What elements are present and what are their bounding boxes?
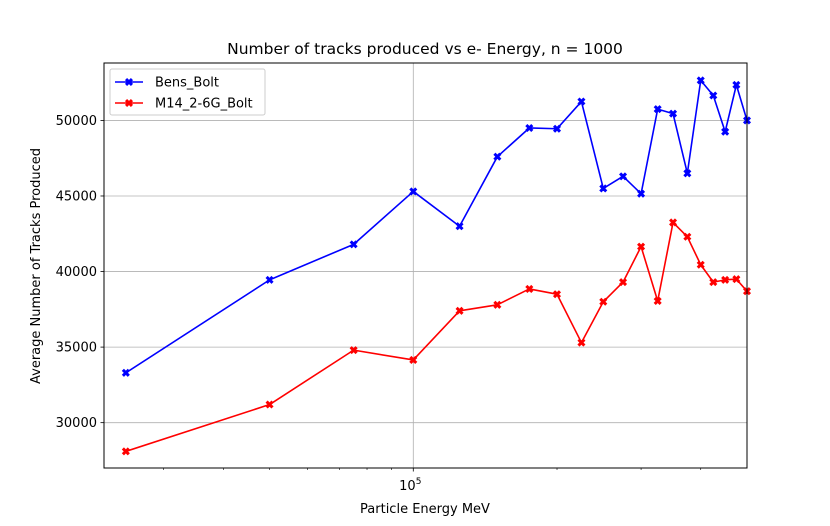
data-point <box>683 232 692 241</box>
y-tick-label: 50000 <box>56 114 97 129</box>
data-point <box>121 447 130 456</box>
data-point <box>709 278 718 287</box>
data-point <box>619 172 628 181</box>
data-point <box>683 169 692 178</box>
data-point <box>709 91 718 100</box>
data-point <box>653 296 662 306</box>
data-point <box>637 189 646 198</box>
data-point <box>455 306 464 315</box>
data-point <box>265 275 274 284</box>
chart-title: Number of tracks produced vs e- Energy, … <box>227 40 623 58</box>
series-group <box>121 76 752 456</box>
legend-label: M14_2-6G_Bolt <box>155 97 253 112</box>
y-tick-label: 35000 <box>56 341 97 356</box>
y-tick-label: 30000 <box>56 416 97 431</box>
data-point <box>669 109 678 118</box>
data-point <box>409 187 418 196</box>
data-point <box>552 124 562 133</box>
x-axis-label: Particle Energy MeV <box>360 502 490 517</box>
data-point <box>455 222 464 231</box>
data-point <box>599 184 608 193</box>
legend-entry: Bens_Bolt <box>115 76 219 91</box>
data-point <box>265 400 274 409</box>
series-2 <box>121 218 752 456</box>
data-point <box>653 105 662 114</box>
data-point <box>696 76 705 85</box>
data-point <box>721 275 730 284</box>
data-point <box>732 275 741 284</box>
data-point <box>669 218 678 227</box>
data-point <box>525 123 534 133</box>
legend: Bens_Bolt M14_2-6G_Bolt <box>109 68 266 116</box>
data-point <box>619 278 628 287</box>
legend-marker <box>124 77 134 87</box>
data-point <box>349 240 358 249</box>
y-tick-label: 45000 <box>56 189 97 204</box>
data-point <box>696 260 705 269</box>
data-point <box>525 284 534 293</box>
series-1 <box>121 76 752 377</box>
legend-marker <box>124 98 134 108</box>
data-point <box>349 346 358 355</box>
data-point <box>493 152 502 161</box>
data-point <box>577 338 586 347</box>
legend-entry: M14_2-6G_Bolt <box>115 97 253 112</box>
data-point <box>409 355 418 364</box>
data-point <box>493 300 502 309</box>
data-point <box>732 80 741 89</box>
data-point <box>121 368 130 377</box>
legend-label: Bens_Bolt <box>155 76 219 91</box>
data-point <box>552 290 562 299</box>
legend-box <box>109 68 266 116</box>
data-point <box>637 242 646 251</box>
axis-ticks: 30000 35000 40000 45000 50000 105 <box>56 114 702 494</box>
plot-area-frame <box>103 62 748 469</box>
data-point <box>721 127 730 136</box>
x-tick-label: 105 <box>399 477 421 494</box>
data-point <box>577 97 586 106</box>
y-tick-label: 40000 <box>56 265 97 280</box>
y-axis-label: Average Number of Tracks Produced <box>29 148 44 384</box>
data-point <box>599 297 608 306</box>
